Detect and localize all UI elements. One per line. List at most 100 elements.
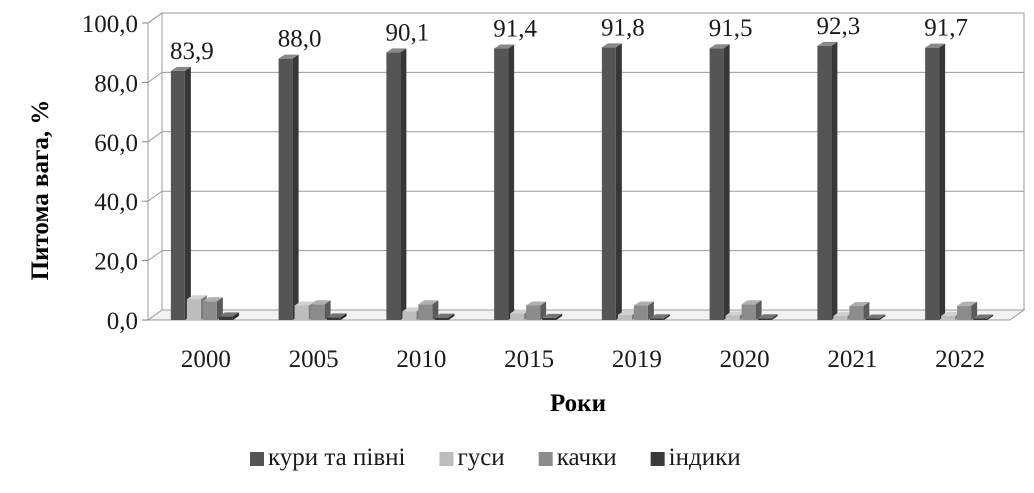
data-label: 90,1 — [386, 19, 430, 46]
bar-front — [186, 299, 201, 320]
bar-front — [218, 316, 233, 320]
bar-top — [617, 310, 638, 315]
bar-front — [294, 305, 309, 320]
legend-label: гуси — [457, 444, 504, 471]
bar-top — [278, 54, 299, 59]
bar-side — [723, 44, 730, 321]
bar-side — [755, 300, 762, 320]
bar-front — [542, 317, 557, 320]
gridline — [147, 71, 1024, 83]
bar-top — [725, 311, 746, 316]
bars — [170, 41, 994, 321]
bar — [218, 312, 239, 320]
bar-top — [741, 300, 762, 305]
bar-front — [741, 304, 756, 320]
bar-top — [817, 41, 838, 46]
bar-top — [170, 66, 191, 71]
bar-side — [771, 314, 778, 320]
bar-front — [310, 304, 325, 320]
bar-top — [326, 313, 347, 318]
bar-side — [340, 313, 347, 320]
bar-front — [170, 70, 185, 320]
data-label: 91,7 — [924, 15, 968, 42]
bar — [434, 313, 455, 320]
bar — [957, 301, 978, 320]
bar-front — [633, 305, 648, 320]
data-label: 91,4 — [493, 16, 537, 43]
bar-front — [434, 317, 449, 320]
bar-top — [526, 301, 547, 306]
gridline — [147, 250, 1024, 262]
bar — [310, 300, 331, 320]
bar-top — [418, 300, 439, 305]
bar-front — [386, 52, 401, 320]
bar — [418, 300, 439, 320]
bar — [202, 297, 223, 320]
bar — [709, 44, 730, 321]
bar-front — [278, 58, 293, 320]
bar-front — [402, 311, 417, 320]
bar-top — [186, 295, 207, 300]
data-label: 83,9 — [170, 38, 214, 65]
bar-side — [216, 297, 223, 320]
bar-side — [448, 313, 455, 320]
bar-front — [617, 314, 632, 320]
bar-top — [973, 314, 994, 319]
bar-top — [941, 311, 962, 316]
bar-front — [526, 305, 541, 320]
bar-side — [971, 301, 978, 320]
legend-label: кури та півні — [268, 444, 406, 471]
data-label: 88,0 — [278, 26, 322, 53]
legend-swatch — [250, 452, 264, 466]
bar-top — [434, 313, 455, 318]
bar-side — [556, 313, 563, 320]
bar — [741, 300, 762, 320]
bar-top — [402, 307, 423, 312]
bar-side — [647, 301, 654, 320]
bar-top — [849, 302, 870, 307]
bar-top — [494, 44, 515, 49]
bar-front — [709, 48, 724, 321]
bar-side — [292, 54, 299, 320]
bar-front — [649, 318, 664, 320]
gridline — [147, 190, 1024, 202]
bar-top — [294, 301, 315, 306]
bar-side — [184, 66, 191, 320]
y-tick-label: 60,0 — [94, 130, 138, 157]
x-axis-title: Роки — [550, 390, 606, 417]
y-axis-ticks: 0,0 20,0 40,0 60,0 80,0 100,0 — [82, 11, 148, 335]
bar-front — [849, 306, 864, 320]
bar-side — [232, 312, 239, 320]
bar — [925, 43, 946, 320]
x-axis-ticks: 2000 2005 2010 2015 2019 2020 2021 2022 — [181, 346, 985, 373]
bar-top — [957, 301, 978, 306]
x-tick-label: 2022 — [935, 346, 985, 373]
bar-top — [202, 297, 223, 302]
x-tick-label: 2019 — [612, 346, 662, 373]
legend: кури та півні гуси качки індики — [250, 444, 741, 471]
side-wall — [147, 12, 163, 321]
bar-top — [925, 43, 946, 48]
y-tick-label: 80,0 — [94, 70, 138, 97]
gridline — [147, 12, 1024, 24]
data-label: 92,3 — [817, 13, 861, 40]
bar-front — [833, 315, 848, 320]
bar-front — [865, 318, 880, 320]
y-tick-label: 20,0 — [94, 249, 138, 276]
legend-swatch — [650, 452, 665, 466]
bar-front — [757, 318, 772, 320]
bar-top — [386, 48, 407, 53]
bar — [865, 314, 886, 320]
bar — [278, 54, 299, 320]
legend-swatch — [439, 452, 454, 466]
x-tick-label: 2010 — [396, 346, 446, 373]
legend-label: качки — [557, 444, 617, 471]
chart-walls — [146, 12, 1026, 321]
bar-top — [709, 44, 730, 49]
bar — [494, 44, 515, 321]
x-tick-label: 2000 — [181, 346, 231, 373]
bar-front — [817, 45, 832, 321]
bar-side — [400, 48, 407, 320]
gridline — [147, 131, 1024, 143]
bar-front — [973, 318, 988, 320]
